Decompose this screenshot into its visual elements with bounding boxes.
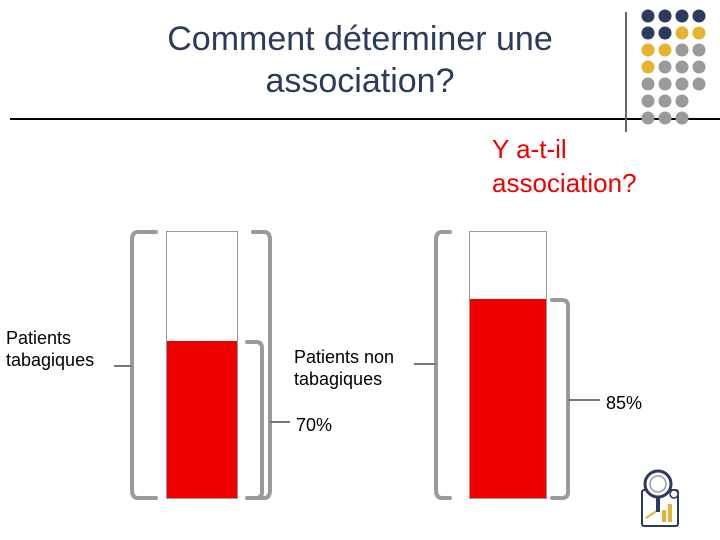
title-text: Comment déterminer une association? bbox=[167, 20, 553, 100]
logo-dot bbox=[692, 9, 706, 23]
logo-dot bbox=[658, 111, 672, 125]
bracket-fill-group-2 bbox=[550, 298, 570, 500]
logo-dot bbox=[658, 60, 672, 74]
percent-label-85: 85% bbox=[606, 393, 643, 413]
title-underline bbox=[10, 118, 720, 120]
label-patients-tabagiques: Patients tabagiques bbox=[6, 327, 94, 371]
logo-dot bbox=[675, 77, 689, 91]
label-line-1: Patients non bbox=[294, 347, 395, 367]
logo-dot bbox=[692, 26, 706, 40]
fill-bar-group-2 bbox=[470, 298, 546, 498]
fill-bar-group-1 bbox=[167, 341, 237, 498]
slide-title: Comment déterminer une association? bbox=[110, 18, 610, 102]
logo-dot bbox=[658, 26, 672, 40]
logo-dot bbox=[675, 43, 689, 57]
percent-label-70: 70% bbox=[296, 415, 333, 435]
logo-dot bbox=[675, 111, 689, 125]
logo-dot bbox=[641, 60, 655, 74]
label-line-2: tabagiques bbox=[294, 369, 383, 389]
label-line-2: tabagiques bbox=[6, 350, 95, 370]
logo-dot bbox=[641, 94, 655, 108]
logo-dot bbox=[641, 43, 655, 57]
label-line-1: Patients bbox=[6, 328, 72, 348]
logo-dot bbox=[675, 60, 689, 74]
bracket-fill-group-1 bbox=[245, 340, 264, 500]
dot-grid-logo-icon bbox=[641, 9, 706, 125]
logo-dot bbox=[675, 94, 689, 108]
tube-group-2 bbox=[469, 231, 547, 499]
question-text: Y a-t-il association? bbox=[492, 132, 637, 200]
logo-dot bbox=[658, 43, 672, 57]
logo-dot bbox=[658, 94, 672, 108]
bracket-right-group-1 bbox=[251, 230, 272, 500]
logo-dot bbox=[641, 9, 655, 23]
magnifier-chart-icon bbox=[641, 469, 679, 527]
logo-dot bbox=[658, 77, 672, 91]
logo-dot bbox=[658, 9, 672, 23]
logo-dot bbox=[675, 9, 689, 23]
logo-dot bbox=[641, 111, 655, 125]
logo-dot bbox=[641, 26, 655, 40]
bracket-left-group-2 bbox=[434, 230, 452, 500]
label-patients-non-tabagiques: Patients non tabagiques bbox=[294, 346, 394, 390]
logo-dot bbox=[692, 60, 706, 74]
logo-dot bbox=[641, 77, 655, 91]
logo-dot bbox=[692, 77, 706, 91]
question-line-1: Y a-t-il bbox=[492, 134, 567, 164]
tube-group-1 bbox=[166, 231, 238, 499]
logo-dot bbox=[692, 43, 706, 57]
question-line-2: association? bbox=[492, 168, 637, 198]
logo-dot bbox=[675, 26, 689, 40]
bracket-left-group-1 bbox=[130, 230, 158, 500]
vertical-divider bbox=[625, 12, 627, 132]
